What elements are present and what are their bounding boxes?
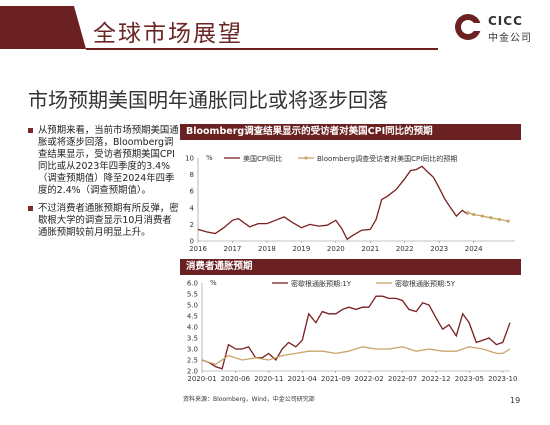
x-tick-label: 2020-11 xyxy=(254,375,283,383)
legend-label-1: 美国CPI同比 xyxy=(243,154,282,163)
bullet-square-icon xyxy=(28,206,33,211)
logo-text-cn: 中金公司 xyxy=(488,33,532,44)
bullet-item: 不过消费者通胀预期有所反弹，密歇根大学的调查显示10月消费者通胀预期较前月明显上… xyxy=(28,203,180,239)
y-tick-label: 2.5 xyxy=(187,357,198,365)
series-point xyxy=(506,219,510,223)
series-point xyxy=(497,217,502,222)
legend-label-2: 密歇根通胀预期:5Y xyxy=(395,279,456,288)
series-point xyxy=(472,212,476,217)
y-tick-label: 4.5 xyxy=(187,313,198,321)
x-tick-label: 2021-09 xyxy=(321,375,350,383)
x-tick-label: 2022-12 xyxy=(421,375,450,383)
unit-label: % xyxy=(206,154,213,162)
y-tick-label: 10 xyxy=(185,155,194,163)
bullet-item: 从预期来看，当前市场预期美国通胀或将逐步回落，Bloomberg调查结果显示，受… xyxy=(28,125,180,197)
legend-label-2: Bloomberg调查受访者对美国CPI同比的预期 xyxy=(317,154,457,163)
x-tick-label: 2024 xyxy=(465,245,483,253)
x-tick-label: 2018 xyxy=(258,245,276,253)
legend-marker xyxy=(304,156,308,160)
chart1-cpi-expectation: 0 2 4 6 8 10 % 2016 2017 2018 2019 2020 2021 2022 2023… xyxy=(185,154,515,253)
x-tick-label: 2020 xyxy=(327,245,345,253)
chart1-title: Bloomberg调查结果显示的受访者对美国CPI同比的预期 xyxy=(180,124,521,140)
bullet-text: 不过消费者通胀预期有所反弹，密歇根大学的调查显示10月消费者通胀预期较前月明显上… xyxy=(38,203,179,238)
x-tick-label: 2020-06 xyxy=(221,375,251,383)
y-tick-label: 3.5 xyxy=(187,335,198,343)
bullet-square-icon xyxy=(28,128,33,133)
series-point xyxy=(480,214,484,218)
x-tick-label: 2021 xyxy=(361,245,379,253)
series-point xyxy=(466,211,470,215)
x-tick-label: 2023-10 xyxy=(488,375,517,383)
y-tick-label: 3.0 xyxy=(187,346,198,354)
y-tick-label: 2.0 xyxy=(187,368,198,376)
logo-text-en: CICC xyxy=(488,14,523,28)
series-line-1 xyxy=(201,295,511,370)
x-tick-label: 2020-01 xyxy=(187,375,216,383)
page-title: 全球市场展望 xyxy=(93,21,243,47)
chart2-title: 消费者通胀预期 xyxy=(180,259,521,275)
x-tick-label: 2019 xyxy=(292,245,310,253)
y-tick-label: 6 xyxy=(190,188,195,196)
bullet-text: 从预期来看，当前市场预期美国通胀或将逐步回落，Bloomberg调查结果显示，受… xyxy=(38,125,179,196)
slide-subtitle: 市场预期美国明年通胀同比或将逐步回落 xyxy=(28,88,388,112)
bullet-list: 从预期来看，当前市场预期美国通胀或将逐步回落，Bloomberg调查结果显示，受… xyxy=(28,125,180,245)
x-tick-label: 2022 xyxy=(396,245,414,253)
series-line-2 xyxy=(201,346,511,366)
x-tick-label: 2017 xyxy=(224,245,242,253)
x-tick-label: 2021-04 xyxy=(288,375,318,383)
series-line-1 xyxy=(197,165,469,241)
header-background xyxy=(0,0,438,55)
y-tick-label: 4 xyxy=(190,204,195,212)
x-tick-label: 2016 xyxy=(189,245,207,253)
y-tick-label: 2 xyxy=(190,221,194,229)
cicc-logo-icon xyxy=(455,14,482,40)
footer-source: 资料来源：Bloomberg，Wind，中金公司研究部 xyxy=(183,396,315,403)
legend-label-1: 密歇根通胀预期:1Y xyxy=(291,279,352,288)
header-bar: 全球市场展望 CICC 中金公司 xyxy=(0,0,550,55)
y-tick-label: 4.0 xyxy=(187,324,198,332)
y-tick-label: 6.0 xyxy=(187,280,198,288)
x-tick-label: 2023-05 xyxy=(455,375,484,383)
y-tick-label: 8 xyxy=(190,171,194,179)
unit-label: % xyxy=(210,279,217,287)
chart2-consumer-inflation: 2.0 2.5 3.0 3.5 4.0 4.5 5.0 5.5 6.0 % 2020-01 2020-… xyxy=(187,279,518,383)
x-tick-label: 2023 xyxy=(430,245,448,253)
page-number: 19 xyxy=(510,396,521,405)
x-tick-label: 2022-02 xyxy=(354,375,383,383)
series-point xyxy=(489,216,493,220)
x-tick-label: 2022-07 xyxy=(388,375,417,383)
y-tick-label: 5.5 xyxy=(187,291,198,299)
y-tick-label: 0 xyxy=(190,238,194,246)
y-tick-label: 5.0 xyxy=(187,302,198,310)
